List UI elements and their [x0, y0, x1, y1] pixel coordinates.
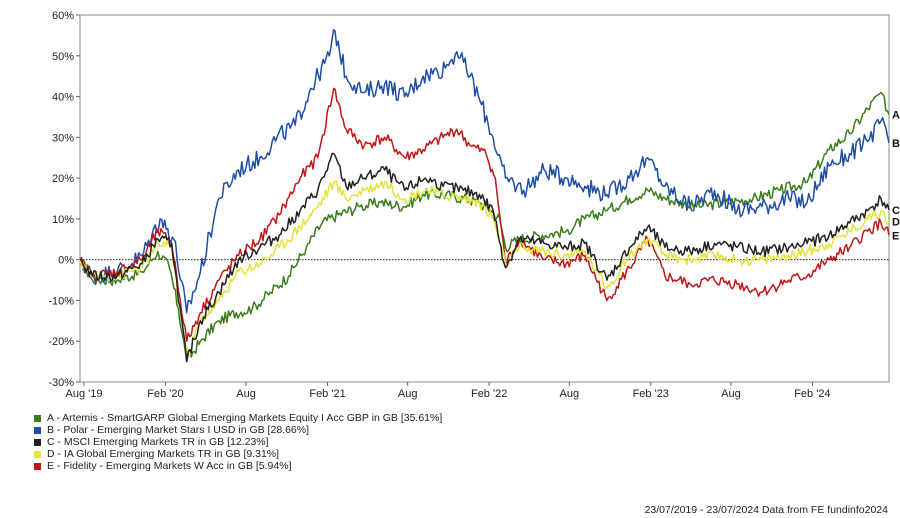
x-tick-label: Feb '23 [633, 388, 669, 400]
legend-item-a: A - Artemis - SmartGARP Global Emerging … [34, 412, 442, 424]
axes: -30% -20% -10% 0% 10% 20% 30% 40% 50% 60% Aug '19 F… [48, 10, 830, 400]
series-group [79, 28, 890, 363]
legend-swatch [34, 462, 41, 470]
y-tick-label: -20% [48, 336, 74, 348]
legend-label: C - MSCI Emerging Markets TR in GB [12.2… [47, 436, 269, 448]
legend-swatch [34, 414, 41, 422]
legend-swatch [34, 450, 41, 458]
y-tick-label: 60% [52, 10, 74, 22]
legend-item-c: C - MSCI Emerging Markets TR in GB [12.2… [34, 436, 442, 448]
legend: A - Artemis - SmartGARP Global Emerging … [34, 412, 442, 472]
legend-item-e: E - Fidelity - Emerging Markets W Acc in… [34, 460, 442, 472]
source-footer: 23/07/2019 - 23/07/2024 Data from FE fun… [644, 504, 888, 516]
x-tick-label: Feb '24 [794, 388, 830, 400]
series-line-c [79, 152, 890, 363]
y-tick-label: 30% [52, 132, 74, 144]
y-tick-label: 40% [52, 92, 74, 104]
end-label-e: E [892, 230, 899, 242]
x-tick-label: Feb '20 [147, 388, 183, 400]
end-label-c: C [892, 205, 900, 217]
legend-label: A - Artemis - SmartGARP Global Emerging … [47, 412, 443, 424]
legend-item-d: D - IA Global Emerging Markets TR in GB … [34, 448, 442, 460]
legend-swatch [34, 426, 41, 434]
legend-swatch [34, 438, 41, 446]
legend-label: D - IA Global Emerging Markets TR in GB … [47, 448, 280, 460]
y-tick-label: -30% [48, 377, 74, 389]
legend-label: B - Polar - Emerging Market Stars I USD … [47, 424, 310, 436]
x-tick-label: Aug [721, 388, 741, 400]
x-tick-label: Aug [236, 388, 256, 400]
end-label-d: D [892, 217, 900, 229]
y-tick-label: 10% [52, 214, 74, 226]
legend-item-b: B - Polar - Emerging Market Stars I USD … [34, 424, 442, 436]
y-tick-label: 20% [52, 173, 74, 185]
x-tick-label: Aug '19 [66, 388, 103, 400]
legend-label: E - Fidelity - Emerging Markets W Acc in… [47, 460, 292, 472]
series-line-e [79, 87, 890, 342]
line-chart: -30% -20% -10% 0% 10% 20% 30% 40% 50% 60% Aug '19 F… [48, 10, 900, 400]
y-tick-label: 50% [52, 51, 74, 63]
y-tick-label: -10% [48, 295, 74, 307]
series-line-d [79, 180, 890, 359]
x-tick-label: Feb '22 [471, 388, 507, 400]
end-label-b: B [892, 138, 900, 150]
y-tick-label: 0% [58, 255, 74, 267]
end-label-a: A [892, 109, 900, 121]
x-tick-label: Aug [560, 388, 580, 400]
x-tick-label: Aug [398, 388, 418, 400]
x-tick-label: Feb '21 [309, 388, 345, 400]
series-line-b [79, 28, 890, 314]
end-labels: A B CDE [892, 109, 900, 242]
